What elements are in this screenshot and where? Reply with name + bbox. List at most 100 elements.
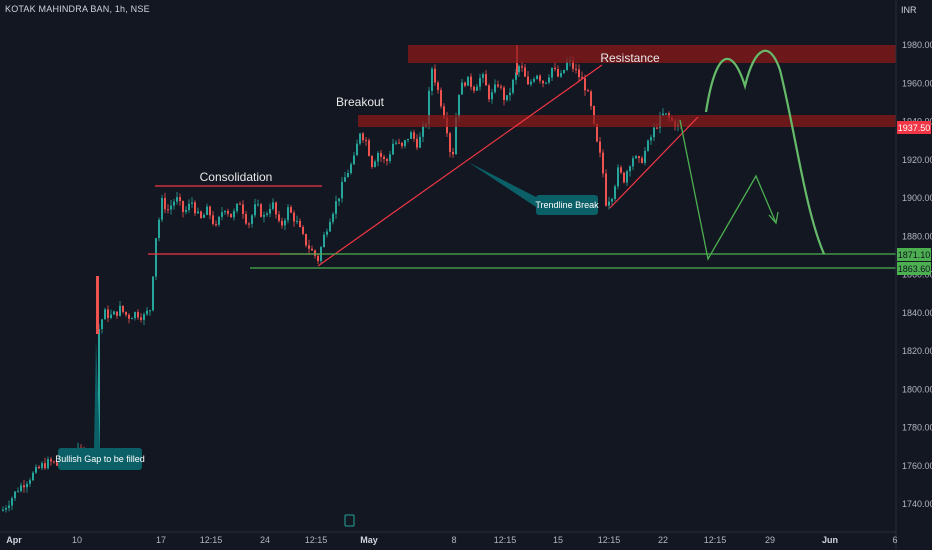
candle-body bbox=[230, 213, 232, 218]
candle-body bbox=[599, 141, 601, 153]
time-axis[interactable]: Apr 10 17 12:15 24 12:15 May 8 12:15 15 12:15 22 12:… bbox=[6, 535, 897, 545]
candle-body bbox=[473, 86, 475, 91]
candle-body bbox=[380, 152, 382, 157]
candle-body bbox=[2, 509, 4, 511]
candle-body bbox=[431, 68, 433, 91]
trendline-break-pointer bbox=[468, 162, 538, 207]
bullish-gap-callout[interactable] bbox=[58, 448, 142, 470]
candle-body bbox=[485, 74, 487, 86]
candle-body bbox=[452, 151, 454, 155]
candle-body bbox=[587, 90, 589, 92]
candle-body bbox=[224, 211, 226, 213]
time-tick-label: 6 bbox=[892, 535, 897, 545]
current-price-tag bbox=[897, 121, 931, 134]
candle-body bbox=[401, 142, 403, 147]
candle-body bbox=[338, 198, 340, 202]
candle-body bbox=[305, 233, 307, 246]
double-top-projection bbox=[704, 49, 826, 255]
candle-body bbox=[98, 329, 100, 455]
candle-body bbox=[161, 197, 163, 220]
candle-body bbox=[527, 76, 529, 85]
candle-body bbox=[386, 159, 388, 162]
time-tick-label: 12:15 bbox=[704, 535, 727, 545]
candle-body bbox=[323, 234, 325, 248]
candle-body bbox=[131, 318, 133, 320]
candle-body bbox=[542, 80, 544, 84]
candle-body bbox=[524, 67, 526, 77]
candle-body bbox=[257, 204, 259, 206]
trendline-break-callout[interactable] bbox=[536, 195, 598, 215]
price-tick-label: 1960.00 bbox=[902, 78, 932, 88]
rising-wedge-line bbox=[609, 116, 699, 209]
candle-body bbox=[260, 204, 262, 217]
support-text-2: 1863.60 bbox=[898, 264, 931, 274]
time-tick-label: 12:15 bbox=[200, 535, 223, 545]
candle-body bbox=[467, 76, 469, 86]
time-tick-label: 29 bbox=[765, 535, 775, 545]
candle-body bbox=[410, 132, 412, 139]
candle-body bbox=[533, 78, 535, 82]
candle-body bbox=[104, 309, 106, 320]
candle-body bbox=[332, 213, 334, 222]
candle-body bbox=[581, 77, 583, 79]
time-tick-label: 22 bbox=[658, 535, 668, 545]
candle-body bbox=[491, 92, 493, 100]
candle-body bbox=[233, 210, 235, 218]
candle-body bbox=[482, 74, 484, 78]
candle-body bbox=[215, 223, 217, 225]
candle-body bbox=[113, 311, 115, 315]
candle-body bbox=[488, 85, 490, 100]
candle-body bbox=[23, 485, 25, 488]
candle-body bbox=[17, 491, 19, 493]
bullish-gap-pointer bbox=[94, 340, 100, 448]
candle-body bbox=[134, 312, 136, 319]
candle-body bbox=[620, 167, 622, 173]
candle-body bbox=[563, 70, 565, 74]
candle-body bbox=[155, 238, 157, 277]
candle-body bbox=[173, 201, 175, 206]
candle-body bbox=[326, 231, 328, 235]
candle-body bbox=[32, 472, 34, 481]
candle-body bbox=[329, 221, 331, 232]
candle-body bbox=[476, 86, 478, 91]
breakout-zone bbox=[358, 115, 896, 127]
candle-body bbox=[506, 95, 508, 100]
candle-body bbox=[296, 220, 298, 222]
price-tick-label: 1920.00 bbox=[902, 155, 932, 165]
candle-body bbox=[29, 480, 31, 484]
candle-body bbox=[557, 68, 559, 77]
candle-body bbox=[227, 211, 229, 214]
candle-body bbox=[653, 127, 655, 138]
price-tick-label: 1840.00 bbox=[902, 308, 932, 318]
candle-body bbox=[665, 113, 667, 115]
candle-body bbox=[353, 155, 355, 165]
candle-body bbox=[116, 311, 118, 316]
candle-body bbox=[119, 305, 121, 316]
candle-body bbox=[440, 90, 442, 107]
candle-body bbox=[53, 461, 55, 463]
calendar-icon[interactable] bbox=[344, 514, 355, 527]
candle-body bbox=[368, 140, 370, 157]
time-tick-label: 24 bbox=[260, 535, 270, 545]
candle-body bbox=[311, 248, 313, 251]
candle-body bbox=[194, 202, 196, 214]
currency-label: INR bbox=[901, 5, 917, 15]
time-tick-label: 12:15 bbox=[305, 535, 328, 545]
candle-body bbox=[509, 92, 511, 96]
support-tag-1 bbox=[897, 248, 931, 261]
candle-body bbox=[8, 505, 10, 508]
candle-body bbox=[407, 138, 409, 141]
candle-body bbox=[218, 216, 220, 225]
candle-body bbox=[575, 68, 577, 70]
candle-body bbox=[521, 66, 523, 68]
time-tick-label: 10 bbox=[72, 535, 82, 545]
candle-body bbox=[458, 94, 460, 118]
candle-body bbox=[515, 72, 517, 80]
candle-body bbox=[302, 227, 304, 234]
candle-body bbox=[137, 312, 139, 318]
candle-body bbox=[644, 150, 646, 163]
time-tick-label: Apr bbox=[6, 535, 22, 545]
candle-body bbox=[317, 255, 319, 262]
price-tick-label: 1900.00 bbox=[902, 193, 932, 203]
